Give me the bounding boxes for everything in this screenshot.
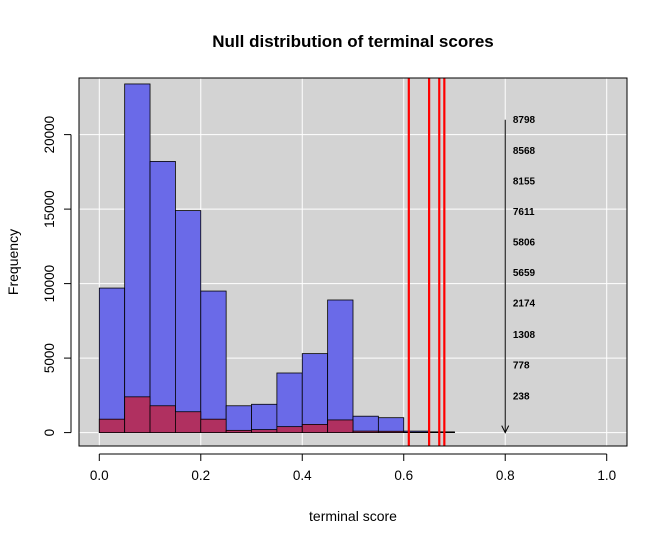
- annotation-label-0: 8798: [513, 115, 536, 126]
- x-axis: 0.0 0.2 0.4 0.6 0.8 1.0: [90, 453, 616, 483]
- annotation-label-3: 7611: [513, 207, 535, 218]
- series-2-bars: [98, 396, 455, 433]
- bar-series1-6: [251, 403, 278, 433]
- x-axis-label: terminal score: [309, 508, 397, 524]
- annotation-label-6: 2174: [513, 298, 536, 309]
- bar-series1-1: [124, 83, 151, 433]
- bar-series2-7: [276, 426, 303, 433]
- bar-series2-11: [377, 430, 405, 433]
- chart-title: Null distribution of terminal scores: [212, 32, 493, 51]
- bar-series1-9: [327, 299, 354, 433]
- x-tick-label-2: 0.4: [293, 468, 312, 483]
- bar-series1-5: [225, 405, 252, 433]
- annotation-label-4: 5806: [513, 237, 536, 248]
- bar-series2-0: [98, 418, 126, 433]
- bar-series2-9: [327, 419, 354, 433]
- arrow-head: [501, 425, 510, 434]
- bar-series2-10: [352, 430, 379, 433]
- x-tick-label-1: 0.2: [191, 468, 210, 483]
- bar-series1-4: [200, 290, 227, 433]
- bar-series1-11: [377, 417, 405, 433]
- bar-series1-2: [149, 161, 176, 433]
- bar-series2-2: [149, 405, 176, 433]
- bar-series1-8: [301, 353, 329, 433]
- x-tick-label-4: 0.8: [496, 468, 515, 483]
- annotation-label-7: 1308: [513, 330, 536, 341]
- y-axis: 0 5000 10000 15000 20000: [42, 116, 72, 437]
- y-tick-label-1: 5000: [42, 343, 57, 373]
- vertical-lines: [407, 78, 446, 446]
- bar-series2-8: [301, 423, 329, 433]
- bar-series2-3: [175, 411, 202, 433]
- annotation-label-5: 5659: [513, 268, 536, 279]
- series-1-bars: [98, 83, 455, 433]
- bar-series1-0: [98, 287, 126, 433]
- bar-series1-7: [276, 372, 303, 433]
- annotation-labels: 8798 8568 8155 7611 5806 5659 2174 1308 778 238: [513, 115, 536, 402]
- bar-series2-6: [251, 429, 278, 433]
- annotation-label-1: 8568: [513, 146, 536, 157]
- annotation-label-9: 238: [513, 392, 530, 403]
- y-tick-label-0: 0: [42, 429, 57, 437]
- bar-series2-4: [200, 418, 227, 433]
- annotation-label-2: 8155: [513, 176, 536, 187]
- annotation-label-8: 778: [513, 360, 530, 371]
- plot-frame: [78, 77, 628, 447]
- bar-series1-10: [352, 415, 379, 433]
- bar-series2-1: [124, 396, 151, 433]
- y-tick-label-2: 10000: [42, 265, 57, 303]
- y-tick-label-3: 15000: [42, 190, 57, 228]
- arrow: [501, 119, 510, 434]
- y-tick-label-4: 20000: [42, 116, 57, 154]
- x-tick-label-0: 0.0: [90, 468, 109, 483]
- bar-series1-3: [175, 210, 202, 433]
- y-axis-label: Frequency: [5, 229, 21, 295]
- x-tick-label-3: 0.6: [394, 468, 413, 483]
- bar-series2-5: [225, 429, 252, 433]
- x-tick-label-5: 1.0: [597, 468, 616, 483]
